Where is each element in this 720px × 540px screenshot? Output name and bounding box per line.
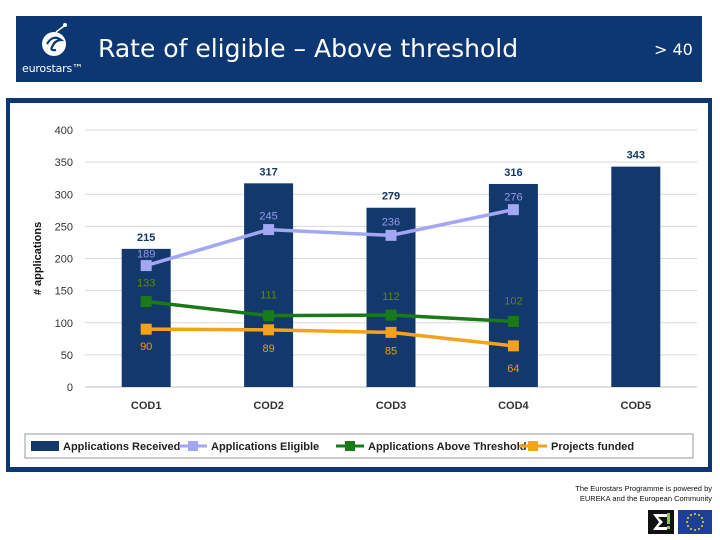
footer-line-1: The Eurostars Programme is powered by xyxy=(575,484,712,493)
data-point-marker xyxy=(385,309,397,321)
y-tick-label: 100 xyxy=(55,318,73,330)
data-point-label: 276 xyxy=(504,192,522,204)
data-point-label: 102 xyxy=(504,295,522,307)
header-bar: eurostars™ Rate of eligible – Above thre… xyxy=(16,16,702,82)
y-tick-label: 50 xyxy=(61,350,73,362)
data-point-marker xyxy=(263,224,275,236)
applications-chart: 0 50 100 150 200 250 300 350 400 # applications CO… xyxy=(24,125,697,459)
legend-swatch xyxy=(31,441,59,451)
data-point-label: 111 xyxy=(260,290,277,302)
eurostars-logo-icon xyxy=(42,23,67,56)
data-point-marker xyxy=(385,229,397,241)
data-point-marker xyxy=(507,340,519,352)
x-tick-label: COD3 xyxy=(376,400,407,412)
legend-swatch-marker xyxy=(528,441,538,451)
series-line xyxy=(146,327,514,348)
bar-value-label: 215 xyxy=(137,232,155,244)
bar xyxy=(611,166,661,387)
footer-line-2: EUREKA and the European Community xyxy=(579,494,712,503)
eurostars-logo: eurostars™ xyxy=(20,20,102,78)
data-point-marker xyxy=(140,260,152,272)
logo-wordmark: eurostars™ xyxy=(22,62,83,75)
bar-value-label: 279 xyxy=(382,191,400,203)
data-point-label: 133 xyxy=(137,278,155,290)
bar-value-label: 343 xyxy=(627,150,645,162)
bar xyxy=(244,183,294,387)
data-point-label: 245 xyxy=(259,211,277,223)
bar-value-label: 316 xyxy=(504,167,522,179)
y-tick-label: 150 xyxy=(55,286,73,298)
legend-swatch-marker xyxy=(188,441,198,451)
data-point-label: 112 xyxy=(382,291,400,303)
x-tick-label: COD4 xyxy=(498,400,529,412)
data-point-marker xyxy=(507,315,519,327)
data-point-marker xyxy=(507,204,519,216)
data-point-marker xyxy=(140,296,152,308)
legend-label: Applications Above Threshold xyxy=(368,441,527,453)
data-point-label: 90 xyxy=(140,341,152,353)
bar xyxy=(488,183,538,387)
legend-swatch-marker xyxy=(345,441,355,451)
bar xyxy=(121,248,171,387)
data-point-label: 85 xyxy=(385,345,397,357)
series-line xyxy=(145,299,514,324)
legend-label: Applications Received xyxy=(63,441,180,453)
data-point-marker xyxy=(263,310,275,322)
x-tick-label: COD5 xyxy=(621,400,652,412)
data-point-marker xyxy=(140,323,152,335)
y-tick-label: 400 xyxy=(55,125,73,137)
data-point-marker xyxy=(385,326,397,338)
x-tick-label: COD1 xyxy=(131,400,162,412)
y-tick-label: 350 xyxy=(55,157,73,169)
series-line xyxy=(145,207,514,268)
page-title: Rate of eligible – Above threshold xyxy=(98,34,519,63)
y-tick-label: 200 xyxy=(55,254,73,266)
y-tick-label: 0 xyxy=(67,382,73,394)
data-point-label: 64 xyxy=(507,363,519,375)
data-point-marker xyxy=(263,324,275,336)
footer-text: The Eurostars Programme is powered by EU… xyxy=(540,484,712,504)
threshold-label: > 40 xyxy=(654,40,693,59)
chart-frame: 0 50 100 150 200 250 300 350 400 # applications CO… xyxy=(6,98,712,472)
y-tick-label: 300 xyxy=(55,189,73,201)
data-point-label: 189 xyxy=(137,249,155,261)
legend-label: Projects funded xyxy=(551,441,634,453)
x-tick-label: COD2 xyxy=(253,400,284,412)
data-point-label: 236 xyxy=(382,216,400,228)
y-axis-title: # applications xyxy=(32,222,44,295)
eureka-sigma-icon xyxy=(648,510,674,534)
eu-flag-icon xyxy=(678,510,712,534)
bar-value-label: 317 xyxy=(259,166,277,178)
y-tick-label: 250 xyxy=(55,221,73,233)
chart-panel: 0 50 100 150 200 250 300 350 400 # applications CO… xyxy=(10,103,708,467)
legend-label: Applications Eligible xyxy=(211,441,319,453)
data-point-label: 89 xyxy=(262,343,274,355)
